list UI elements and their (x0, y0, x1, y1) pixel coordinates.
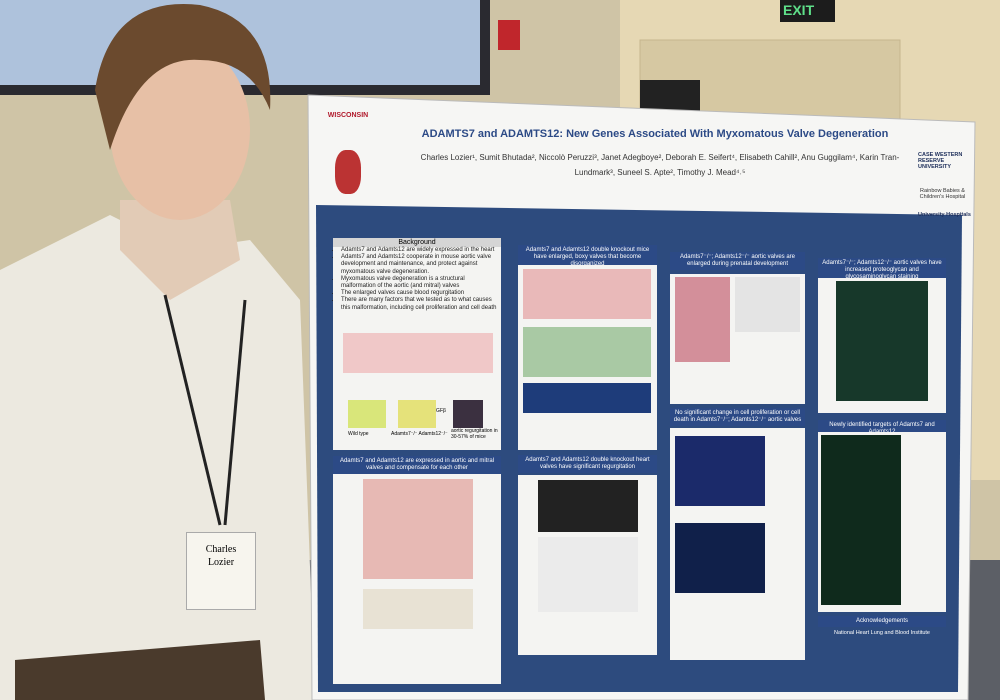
figure-label: TGFβ (433, 408, 446, 414)
badge-last-name: Lozier (207, 557, 235, 568)
section-heading: Adamts7 and Adamts12 are expressed in ao… (333, 456, 501, 474)
poster-title: ADAMTS7 and ADAMTS12: New Genes Associat… (421, 128, 889, 140)
section-panel (818, 278, 946, 413)
bullet: There are many factors that we tested as… (341, 297, 501, 311)
section-panel (518, 475, 657, 655)
section-panel (333, 474, 501, 684)
scatter-plots (538, 537, 638, 612)
section-heading: Adamts7⁻/⁻; Adamts12⁻/⁻ aortic valves ar… (670, 252, 805, 270)
heart-logo (335, 150, 361, 194)
logo-rainbow: Rainbow Babies & Children's Hospital (919, 188, 966, 200)
acknowledgements-text: National Heart Lung and Blood Institute (833, 630, 930, 636)
logo-case-western: CASE WESTERN RESERVE UNIVERSITY (918, 152, 963, 170)
fluorescence-grid (836, 281, 928, 401)
badge-first-name: Charles (205, 544, 237, 555)
section-heading: No significant change in cell proliferat… (670, 408, 805, 426)
fluorescence-image (675, 436, 765, 506)
figure-label: Wild type (348, 431, 369, 437)
logo-wisconsin: WISCONSIN (327, 112, 369, 119)
bullet: Adamts7 and Adamts12 are widely expresse… (341, 247, 501, 254)
histology-image (675, 277, 730, 362)
poster-authors: Charles Lozier¹, Sumit Bhutada², Niccolò… (420, 153, 900, 178)
echo-image (538, 480, 638, 532)
echo-image (453, 400, 483, 428)
background-list: Adamts7 and Adamts12 are widely expresse… (333, 247, 501, 312)
3d-valve-image (523, 383, 651, 413)
background-heading: Background (333, 238, 501, 247)
bullet: Myxomatous valve degeneration is a struc… (341, 276, 501, 290)
bar-graphs (735, 277, 800, 332)
fluorescence-grid (821, 435, 901, 605)
logo-uh: University Hospitals (918, 212, 971, 218)
histology-image (523, 269, 651, 319)
bullet: The enlarged valves cause blood regurgit… (341, 290, 501, 297)
exit-sign: EXIT (783, 2, 815, 18)
valve-diagram (343, 333, 493, 373)
valve-image (348, 400, 386, 428)
section-panel (670, 274, 805, 404)
acknowledgements-heading: Acknowledgements (818, 616, 946, 627)
name-badge: Charles Lozier (186, 532, 256, 610)
figure-label: Adamts7⁻/⁻ Adamts12⁻/⁻ (391, 431, 448, 437)
valve-image (398, 400, 436, 428)
section-panel (670, 428, 805, 660)
histology-image (363, 479, 473, 579)
figure-label: aortic regurgitation in 30-57% of mice (451, 428, 498, 440)
section-panel (818, 432, 946, 612)
background-panel: Background Adamts7 and Adamts12 are wide… (333, 238, 501, 450)
section-panel (518, 265, 657, 450)
fluorescence-image (675, 523, 765, 593)
stain-image (523, 327, 651, 377)
section-heading: Adamts7 and Adamts12 double knockout hea… (518, 455, 657, 473)
bar-graphs (363, 589, 473, 629)
bullet: Adamts7 and Adamts12 cooperate in mouse … (341, 254, 501, 276)
